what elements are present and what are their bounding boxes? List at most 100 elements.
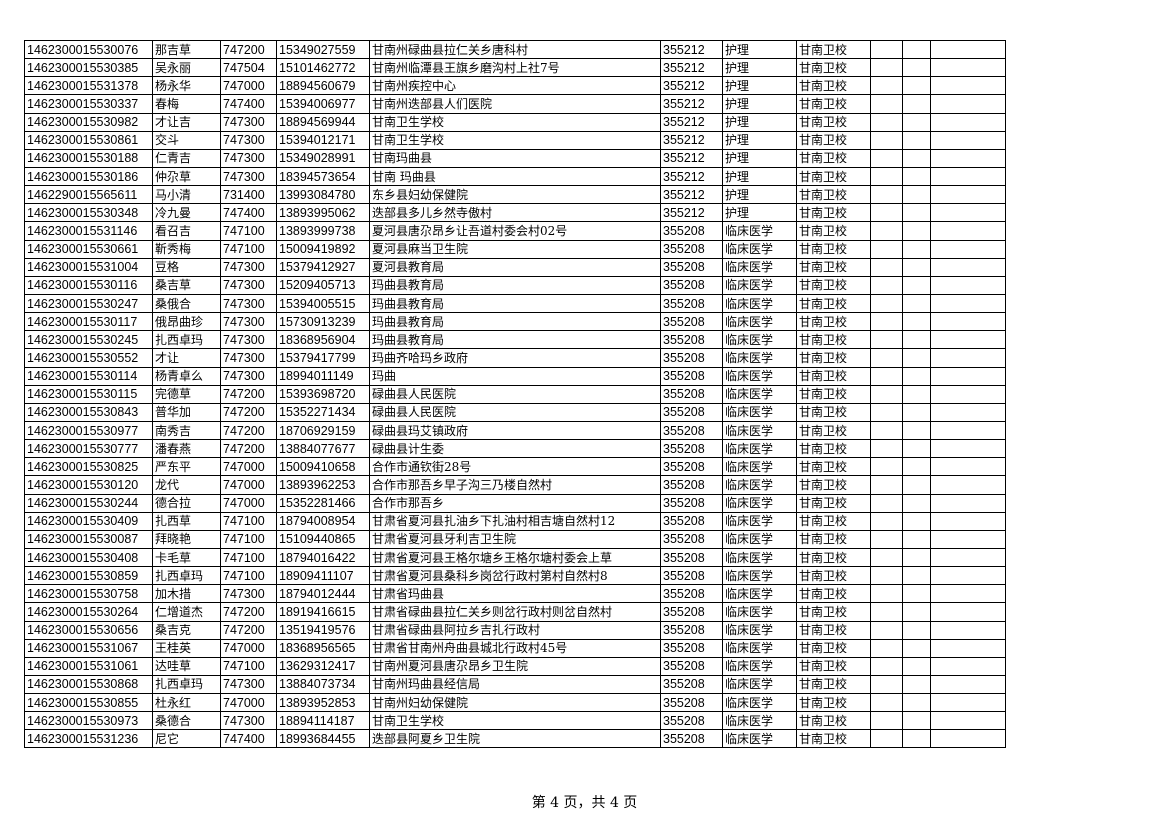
- postcode-cell: 747200: [220, 439, 277, 459]
- blank-cell: [930, 584, 1006, 604]
- name-cell: 杜永红: [152, 693, 221, 713]
- name-cell: 仁增道杰: [152, 602, 221, 622]
- postcode-cell: 747200: [220, 402, 277, 422]
- name-cell: 扎西卓玛: [152, 566, 221, 586]
- address-cell: 甘肃省夏河县王格尔塘乡王格尔塘村委会上草: [369, 547, 661, 568]
- blank-cell: [870, 221, 903, 241]
- blank-cell: [870, 39, 903, 60]
- major-cell: 临床医学: [722, 221, 797, 241]
- school-cell: 甘南卫校: [796, 330, 871, 350]
- name-cell: 扎西卓玛: [152, 330, 221, 350]
- address-cell: 甘南卫生学校: [369, 130, 661, 150]
- major-cell: 临床医学: [722, 674, 797, 695]
- address-cell: 甘南玛曲县: [369, 148, 661, 168]
- blank-cell: [870, 148, 903, 168]
- table-row: 1462300015530247 桑俄合 747300 15394005515 玛曲县教…: [24, 293, 1006, 314]
- blank-cell: [870, 185, 903, 205]
- blank-cell: [930, 166, 1006, 187]
- blank-cell: [930, 239, 1006, 259]
- blank-cell: [870, 203, 903, 223]
- blank-cell: [902, 457, 931, 477]
- major-cell: 护理: [722, 39, 797, 60]
- phone-cell: 13893952853: [276, 693, 370, 713]
- blank-cell: [870, 402, 903, 422]
- major-code-cell: 355208: [660, 638, 723, 658]
- id-cell: 1462300015530408: [24, 547, 153, 568]
- major-code-cell: 355208: [660, 493, 723, 513]
- address-cell: 甘南卫生学校: [369, 711, 661, 731]
- major-code-cell: 355212: [660, 166, 723, 187]
- blank-cell: [930, 275, 1006, 295]
- blank-cell: [902, 221, 931, 241]
- major-cell: 临床医学: [722, 511, 797, 531]
- table-row: 1462300015530777 潘春燕 747200 13884077677 碌曲县计…: [24, 439, 1006, 459]
- major-code-cell: 355212: [660, 94, 723, 114]
- phone-cell: 13884077677: [276, 439, 370, 459]
- id-cell: 1462300015530115: [24, 384, 153, 404]
- id-cell: 1462300015530244: [24, 493, 153, 513]
- major-code-cell: 355208: [660, 239, 723, 259]
- postcode-cell: 747300: [220, 674, 277, 695]
- blank-cell: [902, 348, 931, 368]
- id-cell: 1462300015530188: [24, 148, 153, 168]
- blank-cell: [930, 729, 1006, 749]
- blank-cell: [930, 366, 1006, 386]
- major-cell: 临床医学: [722, 711, 797, 731]
- blank-cell: [930, 475, 1006, 495]
- table-row: 1462300015530337 春梅 747400 15394006977 甘南州迭部…: [24, 94, 1006, 114]
- major-code-cell: 355208: [660, 330, 723, 350]
- id-cell: 1462300015530973: [24, 711, 153, 731]
- name-cell: 杨永华: [152, 76, 221, 96]
- address-cell: 甘肃省玛曲县: [369, 584, 661, 604]
- postcode-cell: 747200: [220, 420, 277, 441]
- blank-cell: [902, 239, 931, 259]
- id-cell: 1462300015530409: [24, 511, 153, 531]
- name-cell: 拜晓艳: [152, 529, 221, 549]
- table-row: 1462300015530245 扎西卓玛 747300 18368956904 玛曲县…: [24, 330, 1006, 350]
- blank-cell: [902, 112, 931, 132]
- phone-cell: 15730913239: [276, 312, 370, 332]
- major-cell: 护理: [722, 94, 797, 114]
- table-row: 1462300015530409 扎西草 747100 18794008954 甘肃省夏…: [24, 511, 1006, 531]
- address-cell: 碌曲县人民医院: [369, 384, 661, 404]
- address-cell: 甘南 玛曲县: [369, 166, 661, 187]
- address-cell: 迭部县多儿乡然寺傲村: [369, 203, 661, 223]
- postcode-cell: 747000: [220, 475, 277, 495]
- blank-cell: [902, 493, 931, 513]
- name-cell: 杨青卓么: [152, 366, 221, 386]
- table-row: 1462300015530825 严东平 747000 15009410658 合作市通…: [24, 457, 1006, 477]
- blank-cell: [930, 257, 1006, 277]
- table-row: 1462300015530117 俄昂曲珍 747300 15730913239 玛曲县…: [24, 312, 1006, 332]
- table-row: 1462300015530868 扎西卓玛 747300 13884073734 甘南州…: [24, 674, 1006, 695]
- blank-cell: [930, 693, 1006, 713]
- phone-cell: 18909411107: [276, 566, 370, 586]
- blank-cell: [902, 711, 931, 731]
- major-code-cell: 355208: [660, 584, 723, 604]
- blank-cell: [930, 185, 1006, 205]
- id-cell: 1462300015530116: [24, 275, 153, 295]
- blank-cell: [902, 257, 931, 277]
- phone-cell: 15394005515: [276, 293, 370, 314]
- school-cell: 甘南卫校: [796, 166, 871, 187]
- school-cell: 甘南卫校: [796, 656, 871, 676]
- major-code-cell: 355212: [660, 76, 723, 96]
- major-code-cell: 355208: [660, 529, 723, 549]
- name-cell: 桑吉克: [152, 620, 221, 640]
- blank-cell: [902, 130, 931, 150]
- blank-cell: [930, 602, 1006, 622]
- phone-cell: 15379417799: [276, 348, 370, 368]
- school-cell: 甘南卫校: [796, 620, 871, 640]
- table-row: 1462300015530843 普华加 747200 15352271434 碌曲县人…: [24, 402, 1006, 422]
- id-cell: 1462300015530087: [24, 529, 153, 549]
- address-cell: 甘南州碌曲县拉仁关乡唐科村: [369, 39, 661, 60]
- school-cell: 甘南卫校: [796, 39, 871, 60]
- major-cell: 临床医学: [722, 275, 797, 295]
- name-cell: 看召吉: [152, 221, 221, 241]
- blank-cell: [902, 729, 931, 749]
- phone-cell: 18994011149: [276, 366, 370, 386]
- blank-cell: [902, 76, 931, 96]
- name-cell: 德合拉: [152, 493, 221, 513]
- school-cell: 甘南卫校: [796, 221, 871, 241]
- major-cell: 临床医学: [722, 312, 797, 332]
- table-row: 1462300015531378 杨永华 747000 18894560679 甘南州疾…: [24, 76, 1006, 96]
